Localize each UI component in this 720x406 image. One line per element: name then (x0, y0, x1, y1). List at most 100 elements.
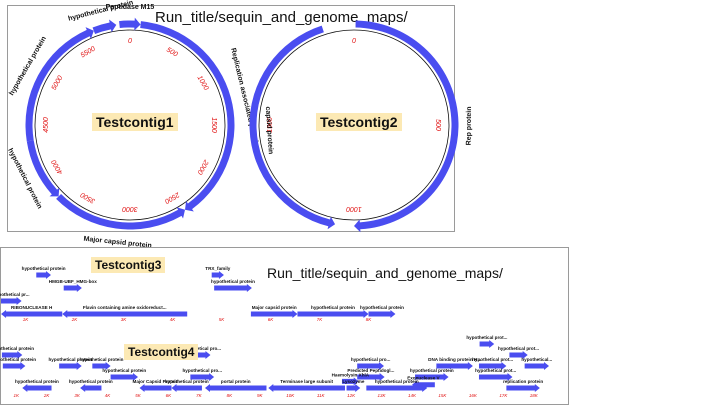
gene-label: hypothetical pro... (182, 346, 222, 351)
gene-label: Exonuclease V (407, 376, 440, 381)
gene-arrow (80, 384, 102, 392)
tick-label: 6K (268, 317, 275, 322)
tick-label: 5000 (51, 75, 65, 92)
gene-label: hypothetical protein (80, 357, 124, 362)
gene-arrow (250, 310, 298, 318)
gene-arrow (479, 340, 495, 348)
gene-arrow (297, 310, 369, 318)
gene-label: hypothetical prot... (466, 335, 507, 340)
gene-arrow (26, 140, 60, 197)
tick-label: 3K (121, 317, 128, 322)
tick-label: 5500 (80, 46, 97, 60)
gene-arrow (415, 373, 449, 381)
linear-map-testcontig4: 1K 2K 3K 4K 5K 6K 7K 8K 9K 10K 11K 12K 13K 14K 15K 16K 1… (0, 335, 552, 398)
gene-arrow (119, 17, 141, 31)
tick-label: 1000 (346, 205, 362, 212)
gene-arrow (214, 284, 252, 292)
tick-label: 2K (43, 393, 51, 398)
gene-arrow (506, 384, 540, 392)
gene-label: hypothetical protein (0, 346, 34, 351)
gene-label: Major Capsid Protein (133, 379, 179, 384)
tick-label: 5K (219, 317, 226, 322)
gene-label: Rep protein (466, 106, 473, 145)
gene-arrow (509, 351, 528, 359)
contig-label-testcontig2: Testcontig2 (316, 113, 402, 131)
gene-arrow (36, 271, 51, 279)
gene-arrow (1, 351, 23, 359)
gene-label: hypothetical pr... (0, 292, 30, 297)
tick-label: 8K (227, 393, 234, 398)
contig-label-testcontig4: Testcontig4 (124, 344, 199, 360)
gene-arrow (92, 362, 111, 370)
contig-label-testcontig1: Testcontig1 (92, 113, 178, 131)
tick-label: 17K (499, 393, 508, 398)
tick-label: 1K (13, 393, 20, 398)
gene-label: TRX_family (205, 266, 230, 271)
gene-arrow (2, 362, 26, 370)
tick-label: 0 (128, 38, 132, 45)
gene-arrow (190, 373, 215, 381)
gene-label: replication protein (503, 379, 543, 384)
gene-label: HMGB-UBF_HMG-box (49, 279, 97, 284)
folder-title: Run_title/sequin_and_genome_maps/ (155, 9, 408, 26)
gene-arrow (341, 377, 359, 386)
tick-label: 4K (170, 317, 177, 322)
gene-arrow (110, 373, 138, 381)
tick-label: 15K (438, 393, 447, 398)
gene-label: Major capsid protein (252, 305, 297, 310)
linear-maps-canvas: 1K 2K 3K 4K 5K 6K 7K 8K hypothetical protein HMGB… (0, 266, 552, 398)
gene-arrow (368, 310, 396, 318)
gene-arrow (249, 25, 336, 230)
gene-arrow (204, 384, 267, 392)
tick-label: 7K (196, 393, 203, 398)
gene-label: RIBONUCLEASE H (11, 305, 53, 310)
tick-label: 2500 (163, 190, 181, 204)
gene-label: hypothetical protein (360, 305, 404, 310)
gene-label: hypothetical protein (69, 379, 113, 384)
tick-label: 14K (408, 393, 417, 398)
backbone-circle (34, 29, 226, 221)
circular-map-testcontig2: 0 500 1000 1500 Rep protein capsid protein (249, 20, 473, 233)
gene-label: hypothetical protein (22, 266, 66, 271)
tick-label: 11K (317, 393, 326, 398)
tick-label: 1K (23, 317, 30, 322)
gene-label: hypothetical prot... (498, 346, 539, 351)
gene-label: hypothetical protein (0, 357, 36, 362)
contig-label-testcontig3: Testcontig3 (91, 257, 166, 273)
gene-label: hypothetical pro... (182, 368, 222, 373)
tick-label: 18K (530, 393, 539, 398)
tick-label: 6K (166, 393, 173, 398)
tick-label: 12K (347, 393, 356, 398)
gene-arrow (59, 362, 82, 370)
gene-arrow (171, 384, 202, 392)
linear-maps-panel: Run_title/sequin_and_genome_maps/ 1K 2K 3K… (0, 247, 569, 405)
tick-label: 3500 (80, 190, 97, 204)
gene-label: Haemolysin XhlA (332, 372, 370, 377)
gene-label: Predicted Peptidogl... (347, 368, 394, 373)
tick-label: 13K (378, 393, 387, 398)
gene-label: capsid protein (264, 106, 274, 154)
gene-arrow (268, 384, 346, 392)
gene-arrow (357, 362, 384, 370)
gene-arrow (63, 284, 82, 292)
tick-label: 2000 (195, 157, 209, 175)
gene-label: hypothetical protein (211, 279, 255, 284)
tick-label: 500 (165, 47, 179, 59)
gene-arrow (436, 362, 473, 370)
gene-arrow (22, 384, 52, 392)
gene-label: hypothetical prot... (475, 368, 516, 373)
gene-label: hypothetical pro... (351, 357, 391, 362)
tick-label: 16K (469, 393, 478, 398)
tick-label: 10K (286, 393, 295, 398)
gene-label: hypothetical prot... (472, 357, 513, 362)
gene-label: hypothetical protein (15, 379, 59, 384)
gene-arrow (357, 373, 385, 381)
gene-arrow (62, 310, 188, 318)
gene-arrow (139, 384, 172, 392)
backbone-circle (258, 29, 450, 221)
gene-arrow (524, 362, 549, 370)
gene-label: hypothetical protein (311, 305, 355, 310)
gene-arrow (346, 384, 361, 392)
gene-arrow (1, 310, 63, 318)
gene-label: Peptidase M15 (106, 4, 155, 11)
